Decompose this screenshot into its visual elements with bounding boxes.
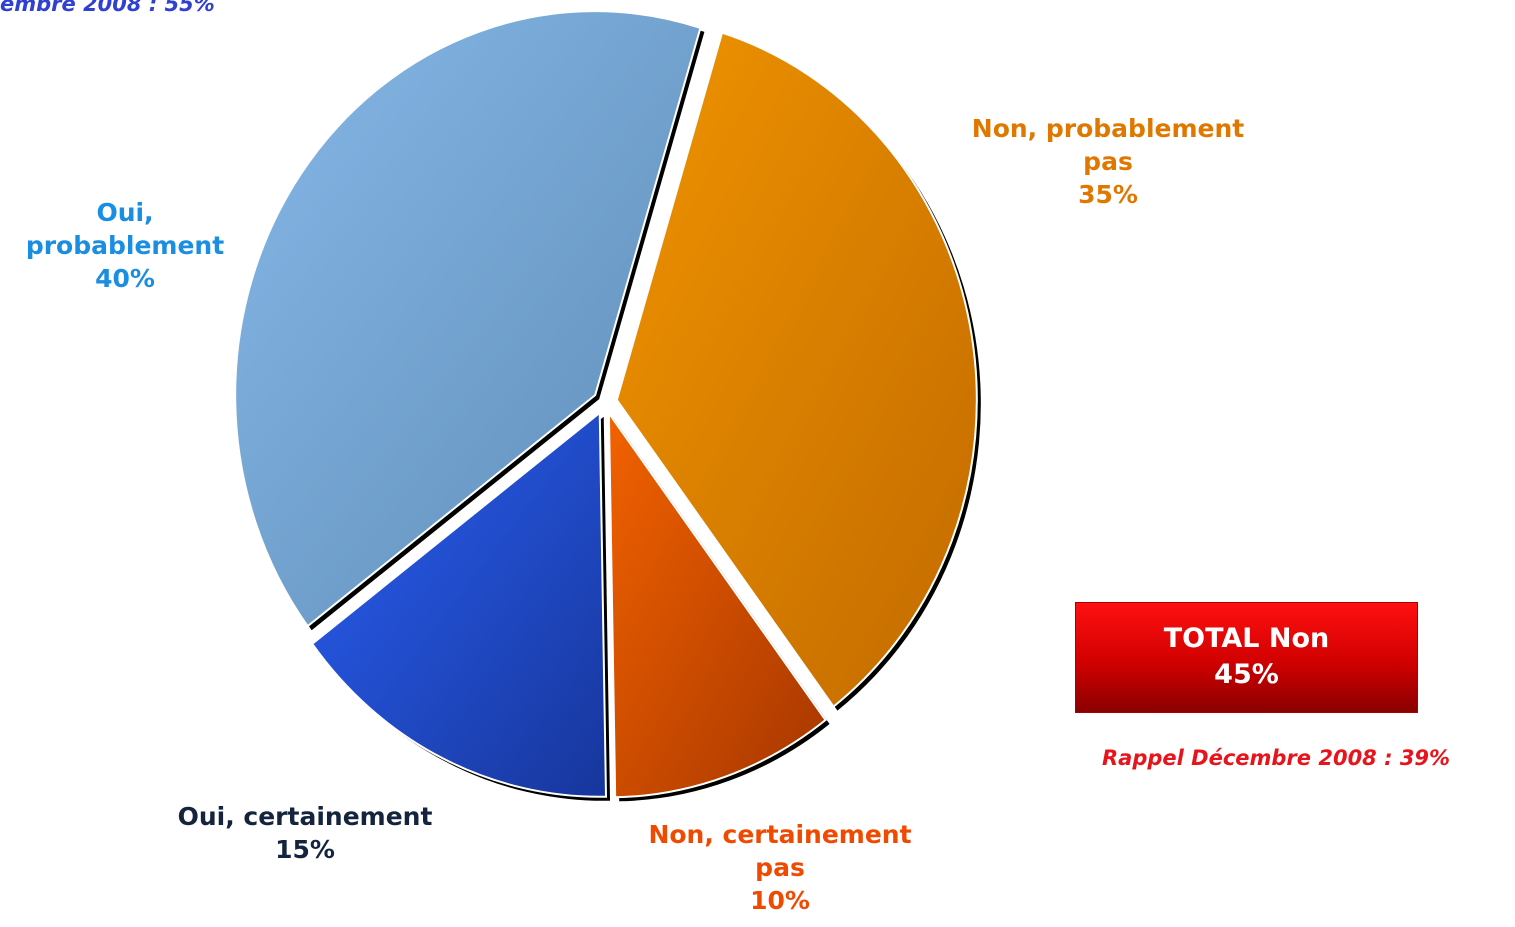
slice-label: Non, certainement pas 10%	[630, 818, 930, 917]
value-label: 15%	[275, 835, 335, 864]
slice	[234, 10, 702, 628]
value-label: 35%	[1078, 180, 1138, 209]
slice	[607, 410, 827, 799]
slice	[615, 31, 978, 709]
slice-label: Non, probablement pas 35%	[958, 112, 1258, 211]
total-value: 45%	[1214, 659, 1279, 690]
slice-label: Oui, probablement 40%	[5, 196, 245, 295]
category-label: Oui, probablement	[25, 198, 225, 260]
category-label: Oui, certainement	[177, 802, 433, 831]
total-box: TOTAL Non 45%	[1075, 602, 1418, 713]
category-label: Non, certainement pas	[648, 820, 912, 882]
reminder-top: embre 2008 : 55%	[0, 0, 215, 16]
slice-label: Oui, certainement 15%	[145, 800, 465, 866]
total-title: TOTAL Non	[1163, 623, 1330, 654]
category-label: Non, probablement pas	[971, 114, 1245, 176]
value-label: 40%	[95, 264, 155, 293]
reminder: Rappel Décembre 2008 : 39%	[1102, 746, 1451, 770]
value-label: 10%	[750, 886, 810, 915]
slice	[310, 410, 608, 798]
